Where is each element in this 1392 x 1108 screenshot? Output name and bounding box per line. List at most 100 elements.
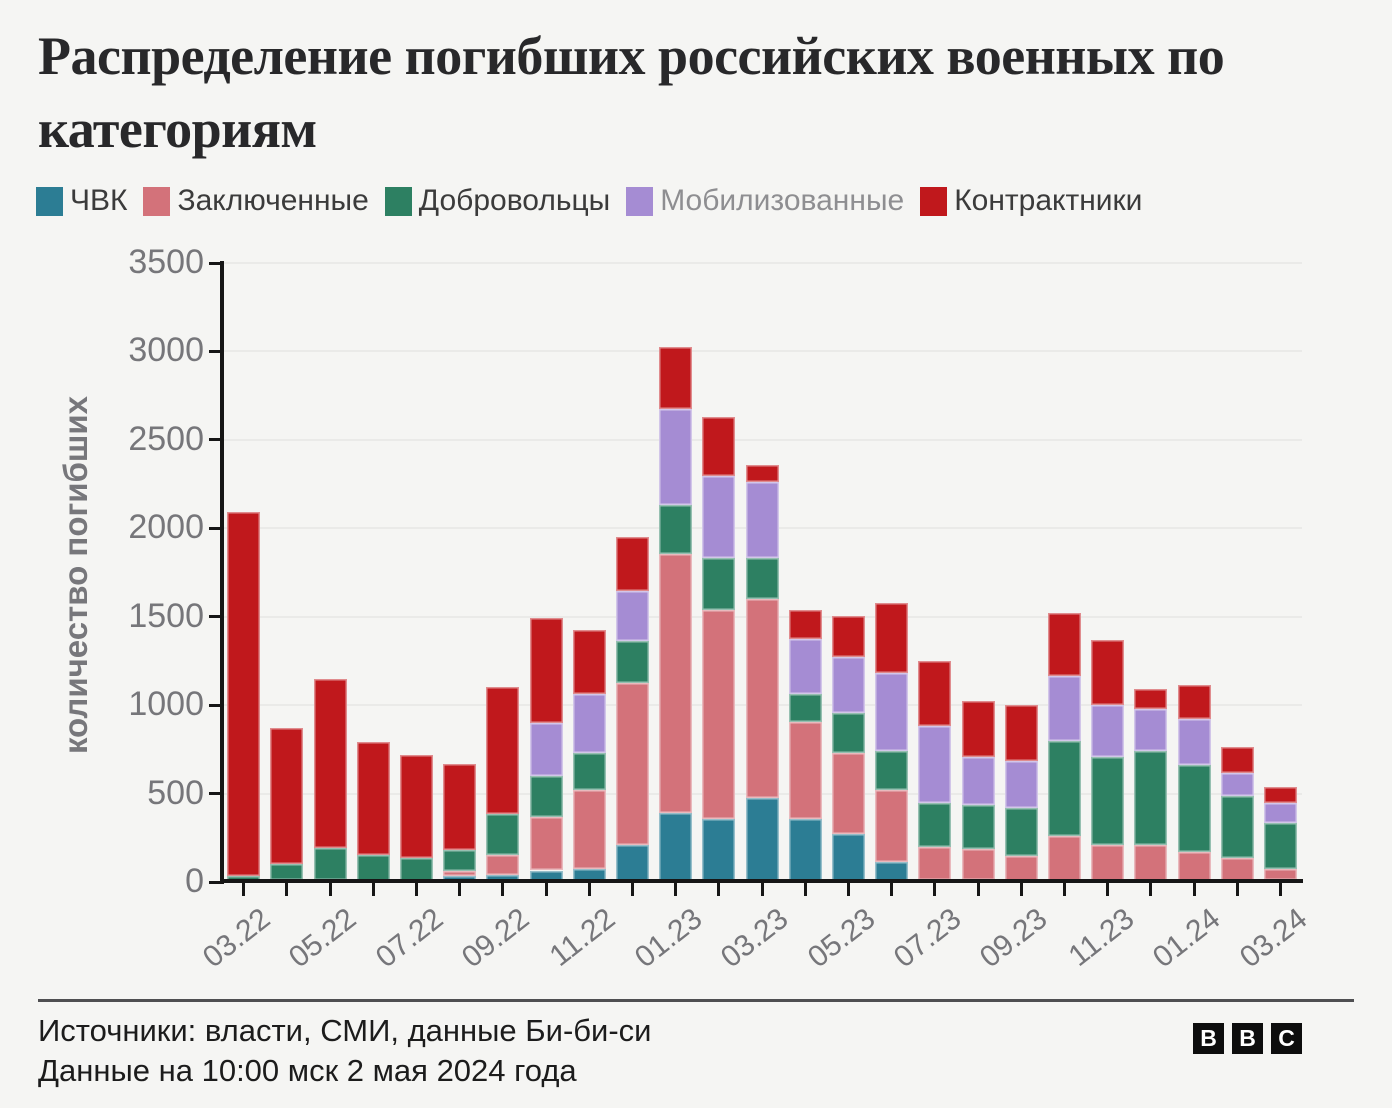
- bar-segment-06.23-Мобилизованные: [875, 673, 909, 752]
- bar-segment-07.23-Добровольцы: [918, 803, 952, 847]
- bar-segment-10.23-Мобилизованные: [1048, 675, 1081, 741]
- bar-segment-05.22-Добровольцы: [313, 847, 347, 881]
- bar-segment-02.23-ЧВК: [702, 819, 736, 882]
- page-title: Распределение погибших российских военны…: [38, 26, 1225, 159]
- bar-segment-01.24-Контрактники: [1177, 684, 1211, 720]
- bar-segment-07.23-Контрактники: [918, 660, 952, 727]
- bar-segment-10.22-Добровольцы: [529, 775, 563, 818]
- bar-segment-01.23-Заключенные: [659, 553, 693, 814]
- y-tick-label-3500: 3500: [128, 243, 204, 281]
- x-tick-label-01.23: 01.23: [628, 902, 709, 975]
- legend-item-ЧВК: ЧВК: [36, 184, 127, 218]
- bar-segment-03.22-Добровольцы: [227, 875, 261, 882]
- bar-segment-06.23-Добровольцы: [875, 751, 909, 791]
- bar-segment-11.22-Заключенные: [572, 790, 606, 869]
- bar-segment-10.22-Заключенные: [529, 817, 563, 871]
- bar-segment-06.22-Добровольцы: [356, 855, 390, 882]
- y-axis-line: [220, 261, 224, 884]
- bar-segment-08.23-Добровольцы: [961, 805, 995, 850]
- bar-segment-09.22-Добровольцы: [486, 813, 520, 855]
- bar-segment-02.24-Контрактники: [1220, 746, 1254, 774]
- bar-segment-10.23-Заключенные: [1048, 836, 1081, 882]
- y-tick-label-2000: 2000: [128, 508, 204, 547]
- legend-swatch-icon: [36, 186, 63, 216]
- legend-item-label: Заключенные: [177, 184, 369, 217]
- bar-segment-11.23-Добровольцы: [1091, 757, 1125, 845]
- bar-segment-03.24-Мобилизованные: [1264, 803, 1297, 823]
- bar-segment-07.22-Добровольцы: [400, 858, 433, 882]
- legend-swatch-icon: [143, 186, 171, 216]
- bar-segment-04.23-Контрактники: [788, 609, 822, 639]
- bar-segment-04.23-Мобилизованные: [788, 638, 822, 694]
- bar-segment-01.23-Контрактники: [659, 347, 693, 409]
- bar-segment-12.22-Контрактники: [616, 537, 649, 592]
- bar-segment-01.24-Мобилизованные: [1177, 719, 1211, 766]
- x-tick-05.22: [328, 883, 332, 896]
- x-tick-08.22: [458, 883, 462, 896]
- bar-segment-12.22-Заключенные: [616, 683, 649, 845]
- gridline-3500: [222, 262, 1302, 264]
- x-tick-06.22: [371, 883, 375, 896]
- bar-segment-05.23-Добровольцы: [832, 713, 865, 753]
- bar-segment-08.23-Заключенные: [961, 849, 995, 881]
- bar-segment-11.23-Контрактники: [1091, 639, 1125, 706]
- y-tick-2000: [209, 526, 222, 530]
- footer-updated-text: Данные на 10:00 мск 2 мая 2024 года: [38, 1053, 577, 1088]
- bar-segment-01.24-Заключенные: [1177, 851, 1211, 882]
- bar-segment-06.23-Контрактники: [875, 602, 909, 674]
- bar-segment-03.24-Контрактники: [1264, 787, 1297, 804]
- legend-item-label: Контрактники: [954, 184, 1143, 217]
- y-tick-label-1000: 1000: [128, 685, 204, 724]
- bar-segment-02.24-Заключенные: [1220, 858, 1254, 882]
- bar-segment-07.23-Мобилизованные: [918, 726, 952, 804]
- y-tick-label-3000: 3000: [128, 331, 204, 370]
- legend-swatch-icon: [920, 186, 948, 216]
- bar-segment-06.22-Контрактники: [356, 742, 390, 856]
- x-tick-label-11.23: 11.23: [1062, 902, 1141, 973]
- bar-segment-01.23-ЧВК: [659, 813, 693, 882]
- bar-segment-11.22-Контрактники: [572, 629, 606, 694]
- bar-segment-06.23-ЧВК: [875, 861, 909, 882]
- bar-segment-03.24-Добровольцы: [1264, 822, 1297, 869]
- legend: ЧВК Заключенные Добровольцы Мобилизованные К…: [36, 184, 1142, 218]
- bar-segment-10.22-ЧВК: [529, 870, 563, 882]
- bar-segment-05.23-ЧВК: [832, 834, 865, 882]
- x-tick-03.24: [1279, 883, 1282, 896]
- bar-segment-03.23-Контрактники: [745, 464, 779, 483]
- x-tick-04.23: [803, 883, 807, 896]
- bar-segment-09.23-Добровольцы: [1004, 807, 1038, 857]
- bar-segment-11.22-ЧВК: [572, 868, 606, 882]
- bar-segment-11.22-Мобилизованные: [572, 693, 606, 753]
- legend-swatch-icon: [626, 186, 654, 216]
- y-tick-0: [209, 880, 222, 884]
- x-tick-08.23: [976, 883, 980, 896]
- x-tick-label-05.22: 05.22: [282, 902, 363, 975]
- bar-segment-11.23-Заключенные: [1091, 844, 1125, 882]
- bar-segment-09.22-Контрактники: [486, 686, 520, 814]
- gridline-3000: [222, 350, 1302, 353]
- bar-segment-04.23-ЧВК: [788, 819, 822, 882]
- y-tick-3000: [209, 349, 222, 353]
- x-tick-06.23: [890, 883, 894, 896]
- y-tick-1000: [209, 703, 222, 707]
- y-tick-label-500: 500: [147, 773, 204, 812]
- bar-segment-07.22-Контрактники: [400, 754, 433, 859]
- bar-segment-05.23-Контрактники: [832, 615, 865, 657]
- bar-segment-11.23-Мобилизованные: [1091, 705, 1125, 758]
- bar-segment-09.22-Заключенные: [486, 854, 520, 875]
- x-tick-05.23: [847, 883, 850, 896]
- bar-segment-01.23-Добровольцы: [659, 505, 693, 554]
- bar-segment-02.23-Добровольцы: [702, 558, 736, 610]
- bbc-logo-letter-2: C: [1271, 1023, 1302, 1054]
- legend-item-label: Добровольцы: [418, 184, 611, 217]
- bar-segment-12.22-ЧВК: [616, 844, 649, 882]
- legend-item-Контрактники: Контрактники: [920, 184, 1142, 218]
- bar-segment-03.23-ЧВК: [745, 797, 779, 882]
- legend-item-label: Мобилизованные: [660, 184, 905, 217]
- bar-segment-09.23-Заключенные: [1004, 856, 1038, 882]
- y-tick-label-1500: 1500: [128, 596, 204, 635]
- bar-segment-12.23-Заключенные: [1134, 844, 1168, 882]
- bar-segment-03.23-Заключенные: [745, 599, 779, 798]
